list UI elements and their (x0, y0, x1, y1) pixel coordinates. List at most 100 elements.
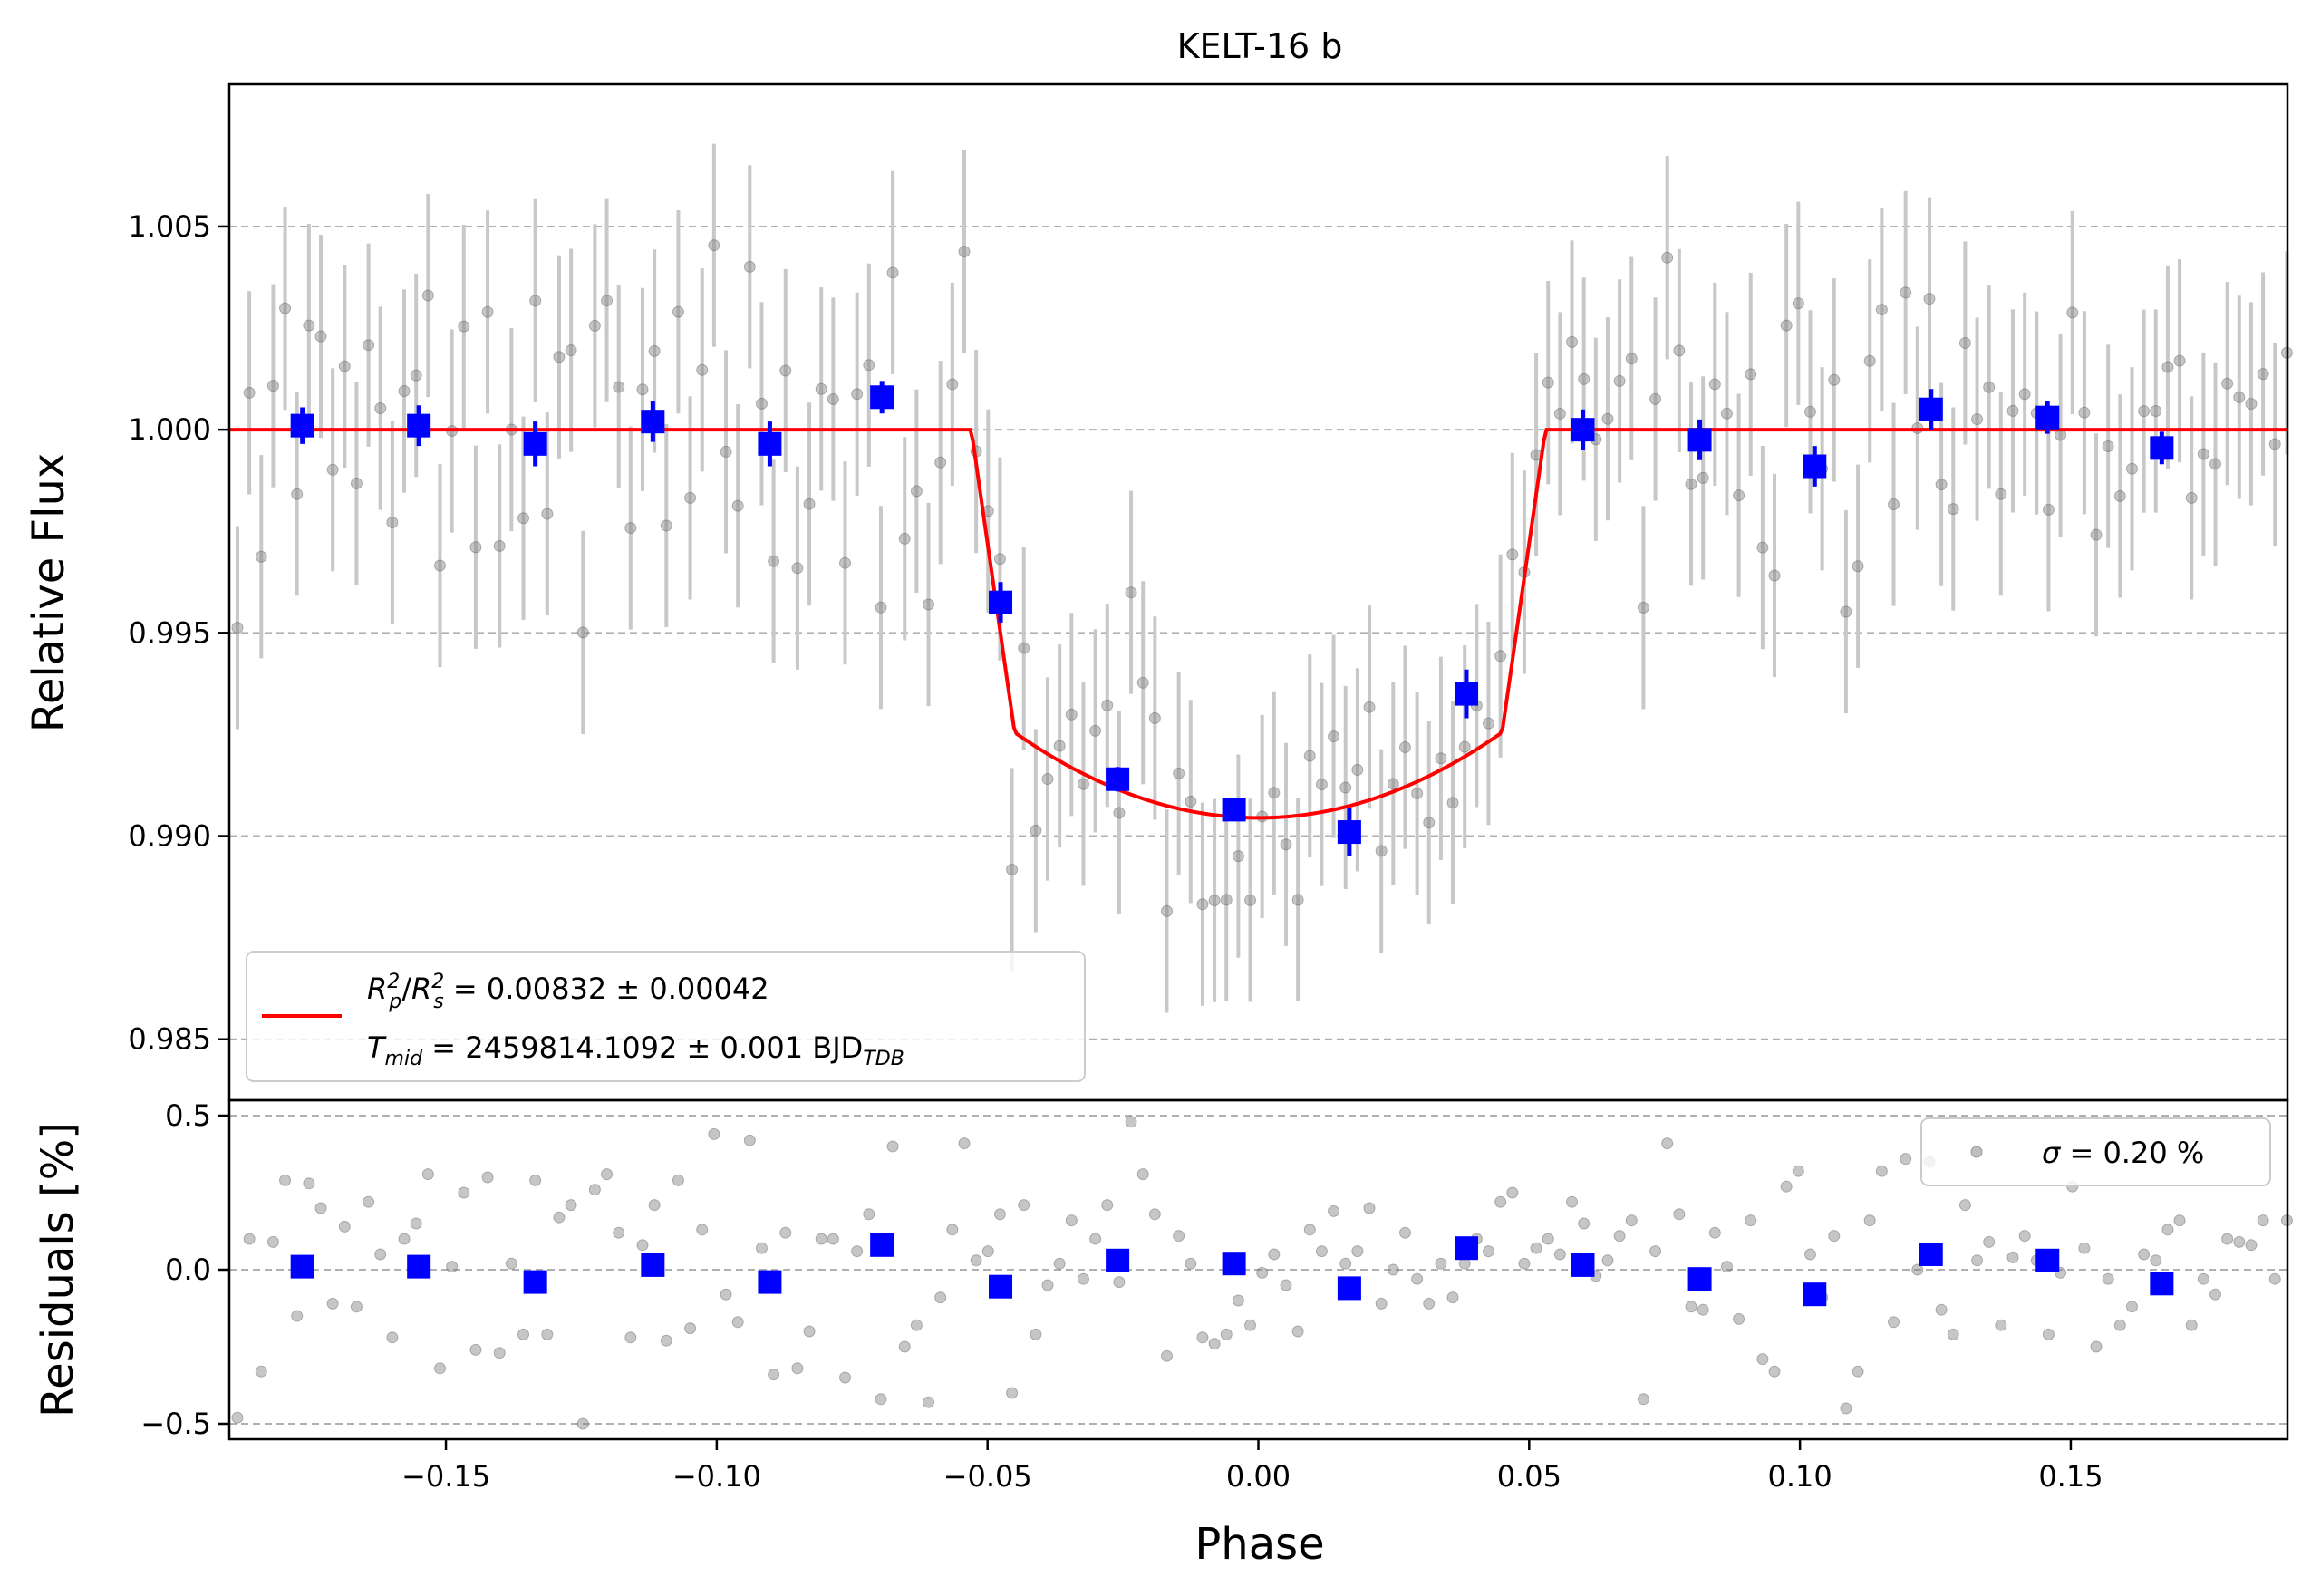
raw-flux-point (1018, 642, 1030, 654)
raw-residual-point (517, 1328, 530, 1340)
raw-flux-point (720, 445, 732, 458)
raw-flux-point (1852, 560, 1864, 573)
flux-ytick-label: 1.005 (128, 209, 211, 244)
raw-residual-point (1900, 1153, 1912, 1166)
raw-residual-point (433, 1362, 446, 1375)
raw-residual-point (1411, 1272, 1424, 1285)
flux-ytick-label: 1.000 (128, 412, 211, 447)
raw-residual-point (1065, 1214, 1078, 1227)
raw-residual-point (2268, 1272, 2281, 1285)
raw-residual-point (1232, 1294, 1244, 1307)
raw-flux-point (1863, 354, 1876, 367)
raw-flux-point (1625, 353, 1638, 365)
raw-flux-point (803, 498, 816, 510)
raw-residual-point (2257, 1214, 2269, 1227)
raw-flux-point (1125, 586, 1137, 599)
flux-legend: R2 p/R2 s = 0.00832 ± 0.00042 Tmid = 24598… (246, 951, 1086, 1082)
raw-flux-point (541, 508, 554, 520)
raw-residual-point (529, 1174, 542, 1186)
raw-flux-point (576, 626, 589, 639)
raw-residual-point (1006, 1387, 1019, 1399)
raw-flux-point (1506, 548, 1519, 561)
raw-residual-point (2197, 1272, 2209, 1285)
binned-residual-point (1803, 1282, 1827, 1307)
phase-x-axis: −0.15 −0.10 −0.05 0.00 0.05 0.10 0.15 (401, 1439, 2103, 1494)
binned-residual-point (2150, 1272, 2174, 1296)
raw-residual-point (981, 1245, 994, 1258)
binned-residual-point (1106, 1248, 1130, 1272)
raw-residual-point (2233, 1235, 2246, 1248)
raw-flux-point (1482, 717, 1494, 730)
raw-residual-point (946, 1224, 959, 1236)
raw-flux-point (958, 246, 971, 258)
raw-residual-point (1601, 1254, 1614, 1267)
raw-flux-point (458, 320, 470, 333)
residuals-panel: −0.5 0.0 0.5 Residuals [%] σ = 0.20 % (33, 1098, 2293, 1441)
raw-flux-point (1947, 503, 1959, 516)
phase-xtick-label: 0.05 (1497, 1459, 1562, 1494)
raw-flux-point (1351, 763, 1364, 776)
raw-residual-point (1244, 1319, 1257, 1331)
raw-flux-point (660, 519, 672, 532)
raw-flux-point (1161, 904, 1174, 917)
binned-flux-point (1222, 798, 1246, 822)
raw-flux-point (1708, 378, 1721, 391)
raw-residual-point (875, 1393, 887, 1406)
raw-residual-point (493, 1347, 506, 1359)
raw-residual-point (469, 1343, 482, 1356)
binned-residual-point (641, 1253, 665, 1277)
raw-residual-point (1148, 1208, 1161, 1221)
raw-flux-point (839, 556, 852, 569)
raw-flux-point (1673, 344, 1686, 357)
flux-ytick-label: 0.985 (128, 1022, 211, 1057)
raw-flux-point (410, 369, 422, 382)
raw-flux-point (1280, 838, 1292, 851)
raw-flux-point (743, 260, 756, 273)
raw-residual-point (458, 1186, 470, 1199)
raw-flux-point (1196, 898, 1209, 911)
raw-flux-point (731, 499, 744, 512)
raw-residual-point (1685, 1301, 1697, 1313)
raw-residual-point (827, 1233, 839, 1245)
binned-residual-point (1919, 1243, 1943, 1266)
raw-flux-point (2066, 306, 2079, 319)
raw-flux-point (1900, 286, 1912, 299)
raw-residual-point (1423, 1297, 1436, 1310)
raw-flux-point (1542, 376, 1554, 389)
raw-residual-point (1053, 1257, 1066, 1270)
raw-residual-point (768, 1369, 780, 1381)
binned-residual-point (407, 1254, 431, 1279)
raw-residual-point (1995, 1319, 2007, 1331)
raw-flux-point (1363, 701, 1376, 713)
raw-flux-point (1697, 471, 1709, 484)
binned-flux-point (2150, 436, 2174, 460)
raw-residual-point (1542, 1233, 1554, 1245)
raw-residual-point (1173, 1230, 1185, 1243)
raw-flux-point (2221, 377, 2234, 390)
raw-residual-point (1947, 1328, 1959, 1340)
raw-flux-point (1553, 407, 1566, 420)
raw-flux-point (2113, 489, 2126, 502)
phase-xtick-label: 0.10 (1768, 1459, 1832, 1494)
raw-residual-point (696, 1224, 709, 1236)
raw-flux-point (2150, 404, 2162, 417)
raw-residual-point (1708, 1226, 1721, 1239)
raw-residual-point (803, 1325, 816, 1338)
raw-flux-point (1578, 372, 1591, 385)
raw-flux-point (601, 295, 614, 307)
raw-residual-point (1482, 1245, 1494, 1258)
raw-flux-point (779, 364, 792, 377)
raw-residual-point (993, 1208, 1006, 1221)
raw-flux-point (553, 351, 566, 363)
raw-flux-point (326, 463, 339, 476)
raw-residual-point (2006, 1251, 2019, 1263)
raw-residual-point (1280, 1279, 1292, 1291)
raw-residual-point (481, 1171, 494, 1184)
raw-residual-point (1733, 1312, 1745, 1325)
raw-residual-point (2090, 1340, 2103, 1353)
phase-xtick-label: 0.00 (1226, 1459, 1291, 1494)
raw-flux-point (266, 380, 279, 392)
raw-residual-point (553, 1211, 566, 1224)
raw-flux-point (1601, 412, 1614, 425)
